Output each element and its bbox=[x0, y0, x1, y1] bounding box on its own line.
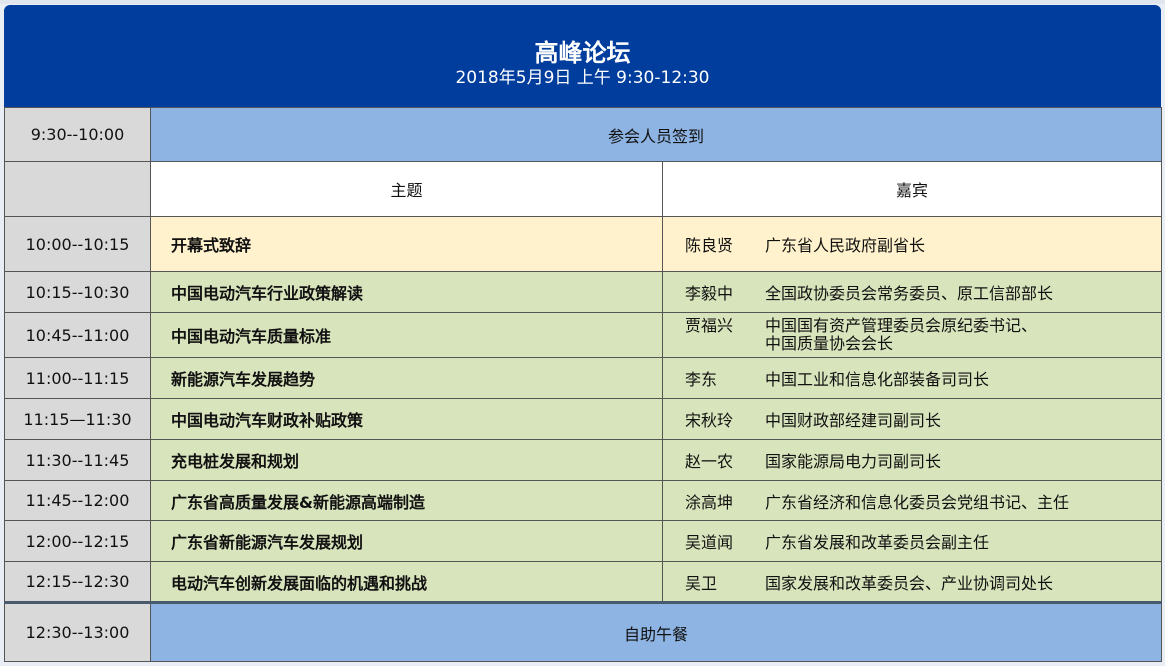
page-header: 高峰论坛 2018年5月9日 上午 9:30-12:30 bbox=[4, 5, 1161, 107]
guest-name: 涂高坤 bbox=[685, 492, 734, 512]
time-cell: 10:00--10:15 bbox=[4, 216, 151, 272]
guest-role: 中国财政部经建司副司长 bbox=[765, 411, 942, 430]
time-cell: 12:15--12:30 bbox=[4, 561, 151, 603]
guest-role: 中国工业和信息化部装备司司长 bbox=[765, 370, 990, 389]
guest-role: 广东省经济和信息化委员会党组书记、主任 bbox=[765, 492, 1070, 512]
guest-name: 陈良贤 bbox=[685, 236, 734, 255]
guest-cell: 贾福兴 中国国有资产管理委员会原纪委书记、 中国质量协会会长 bbox=[662, 312, 1162, 358]
table-row: 12:15--12:30 电动汽车创新发展面临的机遇和挑战 吴卫 国家发展和改革委… bbox=[4, 561, 1162, 603]
column-header-guest: 嘉宾 bbox=[662, 161, 1162, 217]
column-header-topic: 主题 bbox=[150, 161, 663, 217]
window-top-bar bbox=[0, 0, 1165, 4]
topic-cell: 中国电动汽车质量标准 bbox=[150, 312, 663, 358]
topic-cell: 广东省高质量发展&新能源高端制造 bbox=[150, 480, 663, 521]
topic-cell: 开幕式致辞 bbox=[150, 216, 663, 272]
guest-role-line2: 中国质量协会会长 bbox=[765, 334, 894, 353]
column-header-row: 主题 嘉宾 bbox=[4, 161, 1162, 217]
guest-role: 中国国有资产管理委员会原纪委书记、 bbox=[765, 316, 1038, 335]
guest-cell: 李东 中国工业和信息化部装备司司长 bbox=[662, 357, 1162, 399]
guest-name: 赵一农 bbox=[685, 452, 734, 471]
time-cell bbox=[4, 161, 151, 217]
time-cell: 11:45--12:00 bbox=[4, 480, 151, 521]
signin-row: 9:30--10:00 参会人员签到 bbox=[4, 107, 1162, 162]
guest-role: 广东省人民政府副省长 bbox=[765, 236, 926, 255]
time-cell: 11:15—11:30 bbox=[4, 398, 151, 440]
guest-cell: 赵一农 国家能源局电力司副司长 bbox=[662, 439, 1162, 481]
guest-name: 吴卫 bbox=[685, 573, 718, 593]
table-row: 10:45--11:00 中国电动汽车质量标准 贾福兴 中国国有资产管理委员会原纪… bbox=[4, 312, 1162, 358]
table-row: 11:45--12:00 广东省高质量发展&新能源高端制造 涂高坤 广东省经济和信… bbox=[4, 480, 1162, 521]
guest-cell: 李毅中 全国政协委员会常务委员、原工信部部长 bbox=[662, 271, 1162, 313]
topic-cell: 广东省新能源汽车发展规划 bbox=[150, 520, 663, 562]
topic-cell: 新能源汽车发展趋势 bbox=[150, 357, 663, 399]
guest-name: 吴道闻 bbox=[685, 533, 734, 552]
agenda-table: 9:30--10:00 参会人员签到 主题 嘉宾 10:00--10:15 开幕… bbox=[4, 107, 1162, 662]
time-cell: 9:30--10:00 bbox=[4, 107, 151, 162]
guest-name: 李毅中 bbox=[685, 284, 734, 303]
guest-role: 国家能源局电力司副司长 bbox=[765, 452, 942, 471]
table-row: 11:15—11:30 中国电动汽车财政补贴政策 宋秋玲 中国财政部经建司副司长 bbox=[4, 398, 1162, 440]
guest-cell: 吴卫 国家发展和改革委员会、产业协调司处长 bbox=[662, 561, 1162, 603]
time-cell: 12:00--12:15 bbox=[4, 520, 151, 562]
guest-name: 贾福兴 bbox=[685, 316, 734, 335]
lunch-label: 自助午餐 bbox=[150, 602, 1162, 662]
guest-cell: 陈良贤 广东省人民政府副省长 bbox=[662, 216, 1162, 272]
time-cell: 11:00--11:15 bbox=[4, 357, 151, 399]
table-row: 10:15--10:30 中国电动汽车行业政策解读 李毅中 全国政协委员会常务委员… bbox=[4, 271, 1162, 313]
topic-cell: 中国电动汽车财政补贴政策 bbox=[150, 398, 663, 440]
topic-cell: 电动汽车创新发展面临的机遇和挑战 bbox=[150, 561, 663, 603]
guest-role: 广东省发展和改革委员会副主任 bbox=[765, 533, 990, 552]
guest-cell: 宋秋玲 中国财政部经建司副司长 bbox=[662, 398, 1162, 440]
guest-role: 国家发展和改革委员会、产业协调司处长 bbox=[765, 573, 1054, 593]
table-row: 11:00--11:15 新能源汽车发展趋势 李东 中国工业和信息化部装备司司长 bbox=[4, 357, 1162, 399]
guest-role: 全国政协委员会常务委员、原工信部部长 bbox=[765, 284, 1054, 303]
time-cell: 10:45--11:00 bbox=[4, 312, 151, 358]
signin-label: 参会人员签到 bbox=[150, 107, 1162, 162]
guest-name: 李东 bbox=[685, 370, 718, 389]
page-subtitle: 2018年5月9日 上午 9:30-12:30 bbox=[455, 68, 710, 88]
topic-cell: 充电桩发展和规划 bbox=[150, 439, 663, 481]
guest-cell: 涂高坤 广东省经济和信息化委员会党组书记、主任 bbox=[662, 480, 1162, 521]
lunch-row: 12:30--13:00 自助午餐 bbox=[4, 602, 1162, 662]
table-row: 11:30--11:45 充电桩发展和规划 赵一农 国家能源局电力司副司长 bbox=[4, 439, 1162, 481]
time-cell: 10:15--10:30 bbox=[4, 271, 151, 313]
table-row: 12:00--12:15 广东省新能源汽车发展规划 吴道闻 广东省发展和改革委员会… bbox=[4, 520, 1162, 562]
table-row: 10:00--10:15 开幕式致辞 陈良贤 广东省人民政府副省长 bbox=[4, 216, 1162, 272]
guest-cell: 吴道闻 广东省发展和改革委员会副主任 bbox=[662, 520, 1162, 562]
guest-name: 宋秋玲 bbox=[685, 411, 734, 430]
topic-cell: 中国电动汽车行业政策解读 bbox=[150, 271, 663, 313]
time-cell: 11:30--11:45 bbox=[4, 439, 151, 481]
page-title: 高峰论坛 bbox=[534, 39, 631, 67]
time-cell: 12:30--13:00 bbox=[4, 602, 151, 662]
